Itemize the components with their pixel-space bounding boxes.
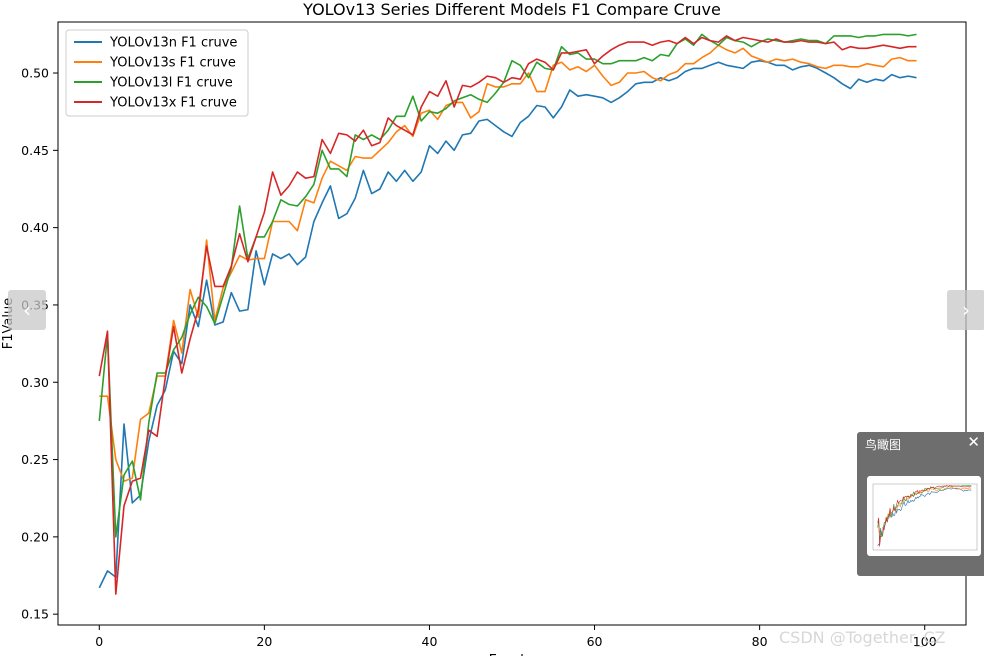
- y-tick-label: 0.45: [21, 143, 49, 158]
- y-tick-label: 0.30: [21, 375, 49, 390]
- series-line-4: [98, 35, 917, 595]
- series-line-2: [99, 44, 917, 483]
- birdseye-panel: 鸟瞰图 ✕: [857, 432, 984, 576]
- legend-box: [65, 29, 249, 117]
- y-tick-label: 0.40: [21, 220, 49, 235]
- legend-label-4: YOLOv13x F1 cruve: [109, 96, 237, 111]
- previous-image-button[interactable]: ‹: [8, 290, 46, 330]
- y-tick-label: 0.25: [21, 452, 49, 467]
- x-tick-label: 40: [422, 634, 438, 649]
- series-line-1: [98, 59, 917, 589]
- watermark: CSDN @Together_CZ: [779, 628, 946, 647]
- legend-label-3: YOLOv13l F1 cruve: [109, 76, 233, 91]
- next-image-button[interactable]: ›: [947, 290, 984, 330]
- x-tick-label: 0: [95, 634, 103, 649]
- birdseye-thumbnail[interactable]: [867, 476, 981, 556]
- x-tick-label: 20: [256, 634, 272, 649]
- close-icon[interactable]: ✕: [967, 433, 980, 451]
- y-tick-label: 0.20: [21, 529, 49, 544]
- chevron-left-icon: ‹: [23, 298, 31, 322]
- x-tick-label: 100: [913, 634, 937, 649]
- thumb-series-line-4: [877, 485, 972, 547]
- birdseye-thumbnail-chart: [872, 483, 978, 551]
- legend-label-2: YOLOv13s F1 cruve: [109, 56, 236, 71]
- y-tick-label: 0.50: [21, 66, 49, 81]
- legend-label-1: YOLOv13n F1 cruve: [109, 36, 237, 51]
- thumb-series-line-2: [877, 486, 972, 535]
- x-axis-label: Epochs: [489, 653, 536, 656]
- birdseye-title: 鸟瞰图: [865, 438, 902, 452]
- chart-title: YOLOv13 Series Different Models F1 Compa…: [302, 0, 721, 19]
- chevron-right-icon: ›: [962, 298, 970, 322]
- thumb-frame: [872, 483, 978, 551]
- thumb-series-line-1: [877, 487, 972, 547]
- y-tick-label: 0.15: [21, 607, 49, 622]
- x-tick-label: 80: [752, 634, 768, 649]
- x-tick-label: 60: [587, 634, 603, 649]
